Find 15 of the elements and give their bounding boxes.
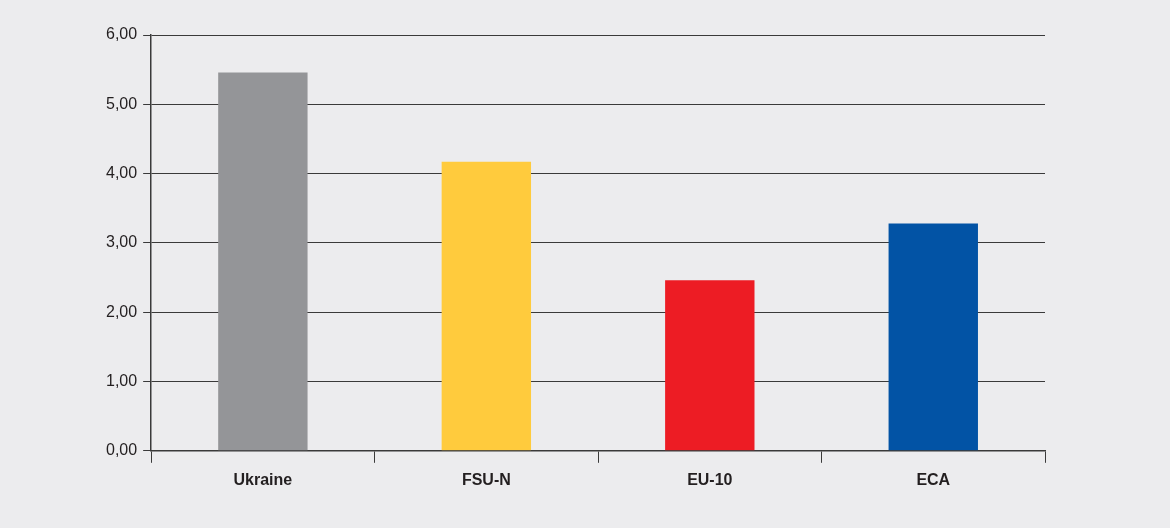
y-tick-label: 4,00 (106, 164, 138, 182)
x-tick-label: FSU-N (461, 470, 511, 488)
y-tick-label: 2,00 (106, 302, 138, 320)
bar (441, 161, 532, 451)
y-tick-label: 6,00 (106, 25, 138, 43)
x-tick-label: EU-10 (687, 470, 733, 488)
bar (218, 72, 308, 451)
y-tick-label: 5,00 (106, 94, 138, 112)
x-tick-label: Ukraine (233, 470, 293, 488)
x-tick-label: ECA (916, 470, 951, 488)
bar (665, 280, 755, 451)
bar (888, 223, 978, 451)
y-tick-label: 3,00 (106, 233, 138, 251)
y-tick-label: 1,00 (106, 371, 138, 389)
y-tick-label: 0,00 (106, 441, 138, 459)
